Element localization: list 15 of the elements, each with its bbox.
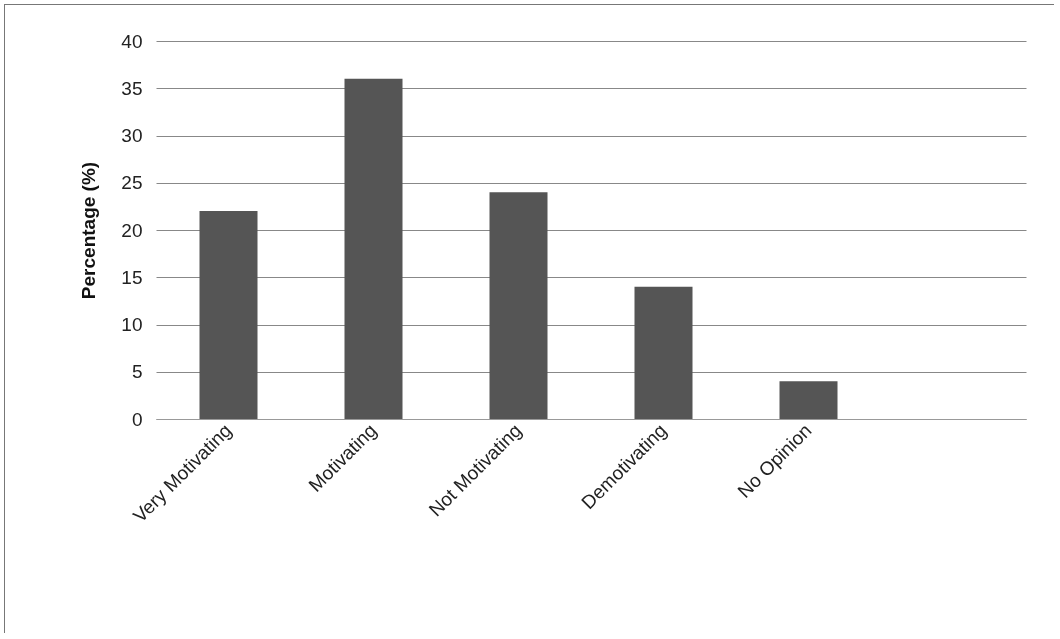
bar	[634, 286, 693, 419]
y-tick-label: 10	[121, 314, 143, 335]
y-tick-label: 40	[121, 30, 143, 52]
y-tick-label: 25	[121, 172, 143, 194]
bar	[779, 381, 838, 419]
y-tick-label: 35	[121, 77, 143, 99]
y-axis-title: Percentage (%)	[78, 161, 100, 300]
y-tick-label: 15	[121, 266, 143, 288]
y-tick-label: 5	[131, 361, 143, 383]
y-tick-label: 30	[121, 125, 143, 146]
y-tick-label: 20	[121, 219, 143, 241]
bar	[199, 211, 258, 419]
y-tick-label: 0	[131, 408, 143, 430]
bar	[344, 78, 403, 419]
bar	[489, 192, 548, 419]
